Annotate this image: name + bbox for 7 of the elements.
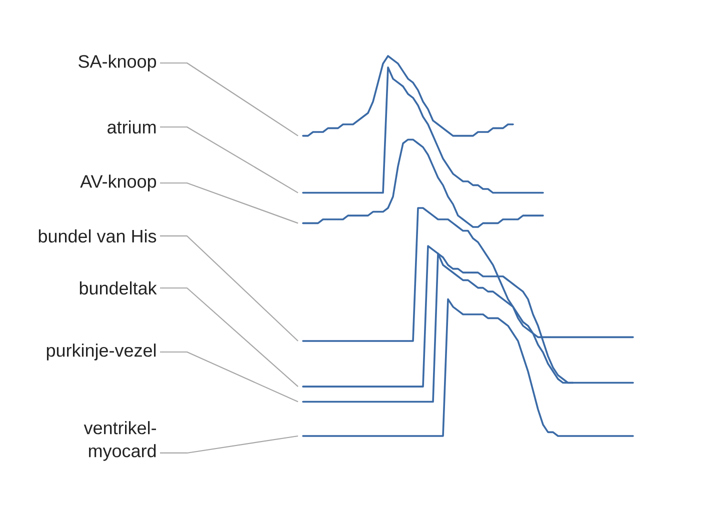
text: AV-knoop — [80, 174, 156, 192]
text: atrium — [108, 120, 156, 134]
text: bundeltak — [80, 281, 157, 295]
text: purkinje-vezel — [46, 344, 156, 360]
text: ventrikel-myocard — [84, 421, 156, 461]
text: bundel van His — [38, 229, 156, 243]
text: SA-knoop — [78, 54, 156, 72]
